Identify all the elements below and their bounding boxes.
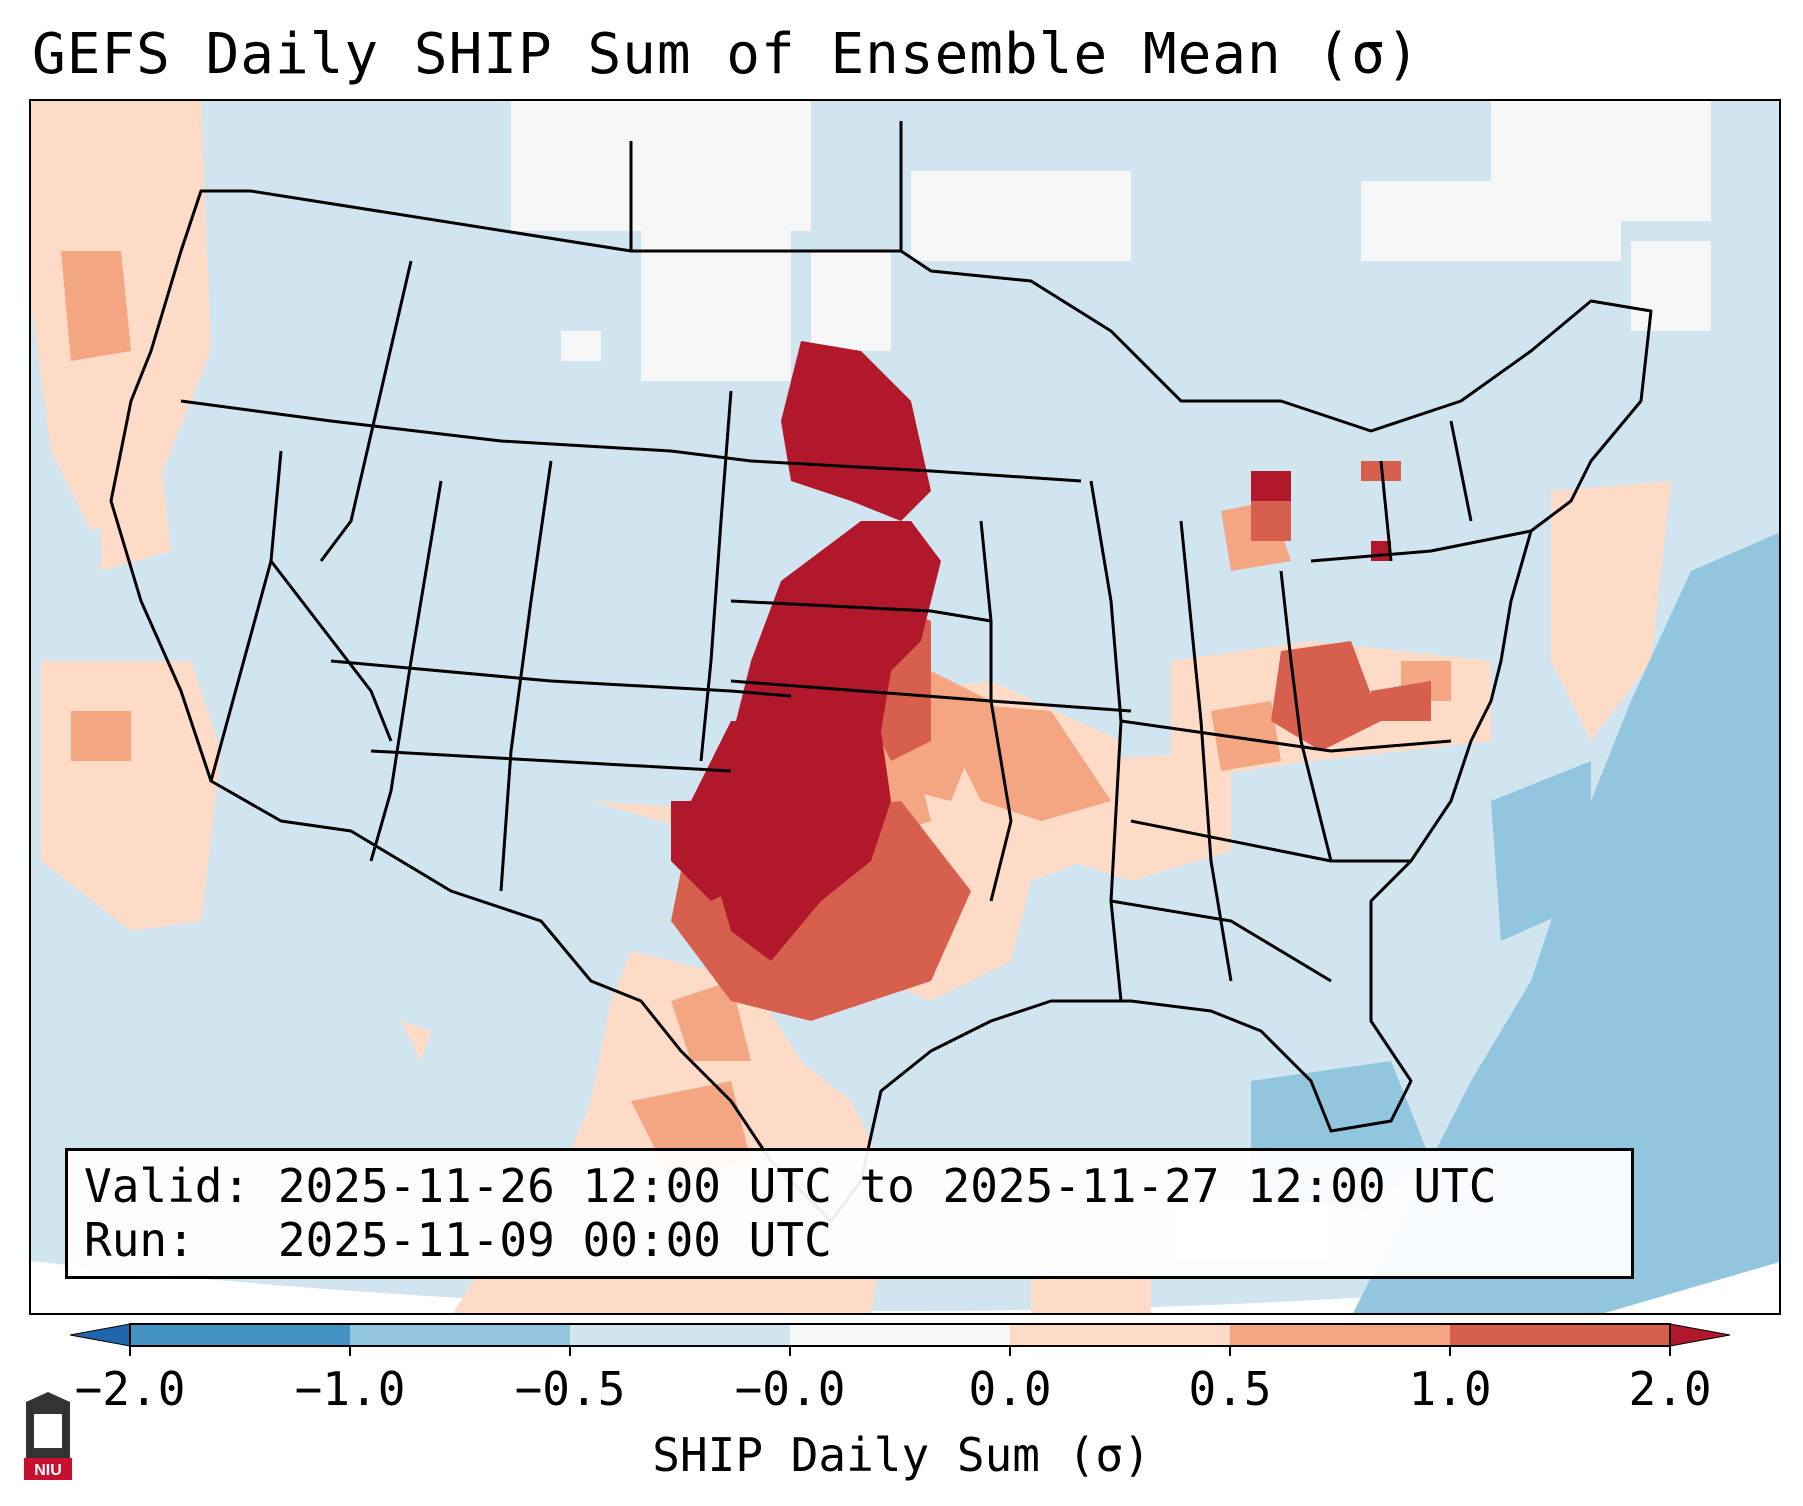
colorbar-tick-label: −1.0 bbox=[294, 1362, 406, 1416]
colorbar-bins bbox=[70, 1323, 1731, 1347]
colorbar-tick-label: 1.0 bbox=[1408, 1362, 1492, 1416]
colorbar-tick-label: −2.0 bbox=[74, 1362, 186, 1416]
colorbar-ticks bbox=[129, 1346, 1671, 1356]
valid-value: 2025-11-26 12:00 UTC to 2025-11-27 12:00… bbox=[277, 1159, 1497, 1213]
colorbar-tick-label: 2.0 bbox=[1628, 1362, 1712, 1416]
colorbar-extend-high bbox=[1669, 1323, 1731, 1347]
anomaly-above-2.0 bbox=[671, 341, 1391, 961]
colorbar-tick-label: 0.5 bbox=[1188, 1362, 1272, 1416]
niu-logo: NIU bbox=[24, 1392, 72, 1480]
colorbar bbox=[70, 1323, 1731, 1356]
valid-label: Valid: bbox=[84, 1159, 251, 1213]
colorbar-bin bbox=[1230, 1324, 1450, 1346]
colorbar-outline bbox=[129, 1323, 1671, 1347]
colorbar-tick-label: −0.0 bbox=[734, 1362, 846, 1416]
colorbar-bin bbox=[570, 1324, 790, 1346]
colorbar-tick-label: −0.5 bbox=[514, 1362, 626, 1416]
valid-run-info-box: Valid: 2025-11-26 12:00 UTC to 2025-11-2… bbox=[65, 1148, 1634, 1279]
colorbar-label: SHIP Daily Sum (σ) bbox=[652, 1428, 1151, 1482]
colorbar-extend-low bbox=[70, 1323, 131, 1347]
run-line: Run: 2025-11-09 00:00 UTC bbox=[84, 1213, 1631, 1267]
run-value: 2025-11-09 00:00 UTC bbox=[277, 1213, 832, 1267]
svg-text:NIU: NIU bbox=[34, 1462, 62, 1479]
colorbar-bin bbox=[1450, 1324, 1670, 1346]
state-boundaries bbox=[109, 121, 1653, 1223]
valid-line: Valid: 2025-11-26 12:00 UTC to 2025-11-2… bbox=[84, 1159, 1631, 1213]
colorbar-bin bbox=[350, 1324, 570, 1346]
colorbar-tick-label: 0.0 bbox=[968, 1362, 1052, 1416]
map-title: GEFS Daily SHIP Sum of Ensemble Mean (σ) bbox=[32, 22, 1421, 87]
colorbar-bin bbox=[1010, 1324, 1230, 1346]
map-panel bbox=[29, 99, 1781, 1315]
colorbar-bin bbox=[790, 1324, 1010, 1346]
colorbar-bin bbox=[130, 1324, 350, 1346]
map-plot bbox=[31, 101, 1779, 1313]
run-label: Run: bbox=[84, 1213, 195, 1267]
neutral-patches bbox=[511, 101, 1711, 1261]
